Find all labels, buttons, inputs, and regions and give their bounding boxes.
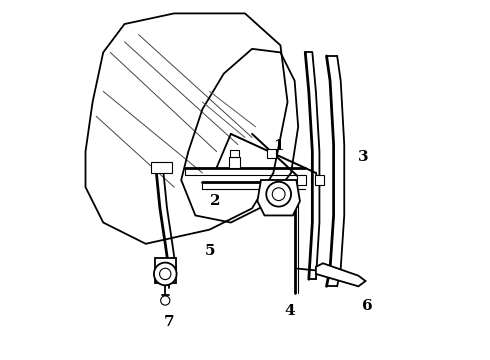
Text: 6: 6 xyxy=(362,299,372,313)
Text: 3: 3 xyxy=(358,150,369,164)
Bar xyxy=(267,149,276,158)
Bar xyxy=(229,157,240,168)
Polygon shape xyxy=(316,263,366,286)
Bar xyxy=(151,162,172,173)
Text: 5: 5 xyxy=(204,244,215,258)
Polygon shape xyxy=(257,180,300,215)
Circle shape xyxy=(161,296,170,305)
Bar xyxy=(297,175,306,185)
Text: 2: 2 xyxy=(210,194,220,208)
Text: 1: 1 xyxy=(273,139,284,153)
Bar xyxy=(315,175,324,185)
Circle shape xyxy=(266,182,291,207)
Text: 7: 7 xyxy=(164,315,174,329)
Bar xyxy=(230,150,239,157)
Text: 4: 4 xyxy=(284,304,294,318)
Circle shape xyxy=(154,262,176,285)
Bar xyxy=(155,258,176,283)
